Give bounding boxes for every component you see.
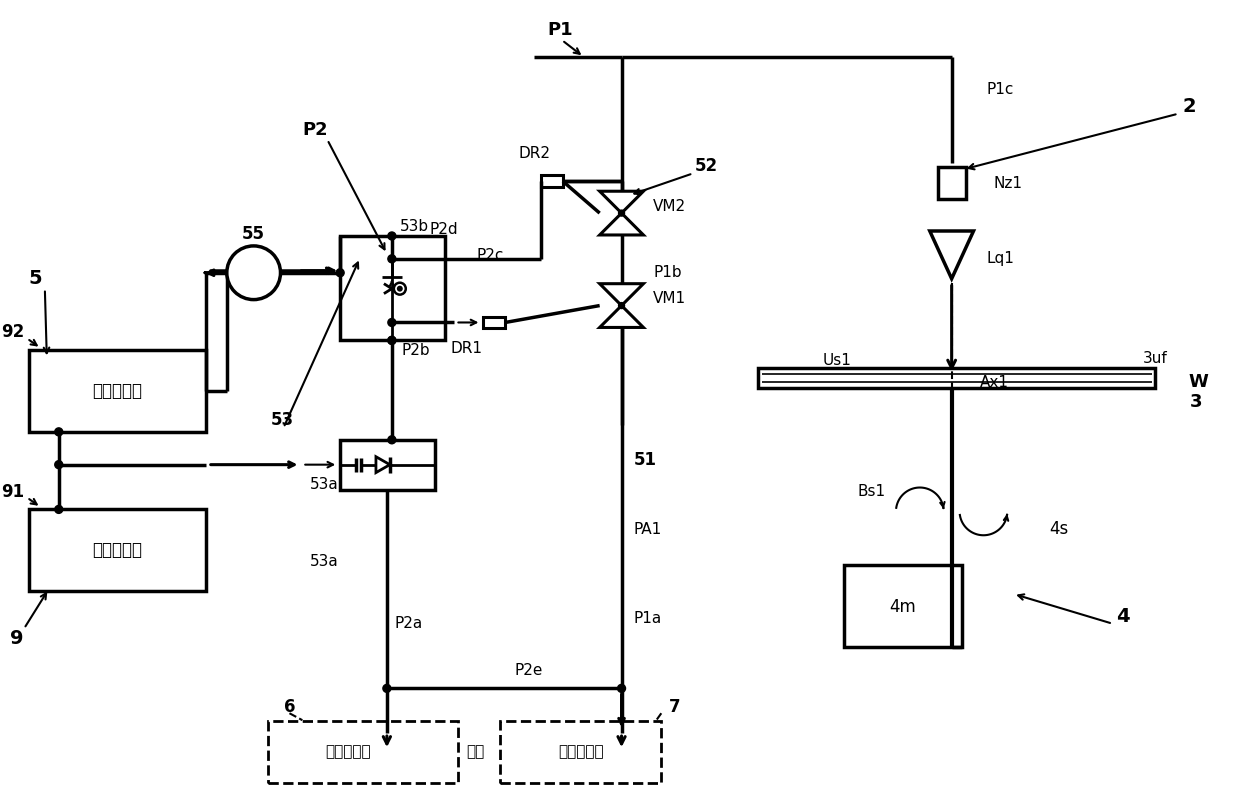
Text: DR2: DR2 [518,146,551,161]
Text: P2d: P2d [429,221,459,237]
Polygon shape [600,305,644,327]
Text: 排气: 排气 [466,744,485,760]
Bar [937,168,966,199]
Circle shape [619,303,625,309]
Bar [541,175,563,187]
Text: 气体供给部: 气体供给部 [325,744,371,760]
Circle shape [397,286,403,292]
Text: 第一控制部: 第一控制部 [93,541,143,559]
Text: P2b: P2b [402,343,430,358]
Circle shape [227,246,280,300]
Text: 5: 5 [29,269,42,288]
Text: Nz1: Nz1 [993,176,1023,191]
Circle shape [55,461,63,469]
Text: 7: 7 [670,698,681,716]
Text: 51: 51 [634,450,656,469]
Text: 52: 52 [696,157,718,176]
Text: 第二控制部: 第二控制部 [93,382,143,400]
Bar [844,565,961,646]
Polygon shape [376,457,389,472]
Text: P2a: P2a [394,616,423,631]
Text: P1b: P1b [653,265,682,280]
Text: 2: 2 [1182,97,1195,116]
Circle shape [388,336,396,344]
Circle shape [388,255,396,262]
Circle shape [619,210,625,216]
Text: 液体供给部: 液体供给部 [558,744,604,760]
Text: Us1: Us1 [822,353,852,368]
Text: 53a: 53a [310,477,339,492]
Text: P2c: P2c [476,249,503,263]
Text: P1a: P1a [634,612,662,626]
Bar [29,350,206,432]
Bar [758,369,1156,388]
Text: 3: 3 [1190,393,1203,411]
Text: 9: 9 [10,629,24,648]
Text: P1: P1 [547,21,573,39]
Text: P1c: P1c [987,83,1014,97]
Text: PA1: PA1 [634,522,662,537]
Text: 3uf: 3uf [1142,351,1167,366]
Text: 4m: 4m [889,598,916,616]
Text: P2: P2 [303,121,329,139]
Text: P2e: P2e [515,663,543,678]
Polygon shape [600,284,644,305]
Text: VM1: VM1 [653,291,687,306]
Circle shape [383,684,391,693]
Text: 55: 55 [242,225,265,243]
Circle shape [388,318,396,326]
Bar [29,509,206,591]
Text: Lq1: Lq1 [987,251,1014,266]
Text: 53b: 53b [399,219,429,233]
Text: 91: 91 [1,483,24,501]
Text: VM2: VM2 [653,198,687,214]
Bar [340,440,434,489]
Bar [500,721,661,782]
Circle shape [388,336,396,344]
Text: Ax1: Ax1 [980,375,1008,390]
Text: 6: 6 [284,698,295,716]
Polygon shape [930,231,973,279]
Text: P: P [247,263,260,282]
Circle shape [618,684,625,693]
Polygon shape [600,191,644,213]
Bar [268,721,459,782]
Bar [340,236,445,340]
Text: DR1: DR1 [450,341,482,356]
Circle shape [55,505,63,514]
Circle shape [388,436,396,444]
Circle shape [388,232,396,240]
Text: 92: 92 [1,323,24,342]
Circle shape [394,283,405,295]
Text: 53a: 53a [310,553,339,569]
Bar [484,317,505,328]
Polygon shape [600,213,644,235]
Text: 4: 4 [1116,608,1130,626]
Circle shape [55,428,63,436]
Text: Bs1: Bs1 [857,484,885,499]
Text: 53: 53 [270,411,294,429]
Text: W: W [1188,373,1208,391]
Circle shape [336,269,345,277]
Text: 4s: 4s [1049,520,1069,539]
